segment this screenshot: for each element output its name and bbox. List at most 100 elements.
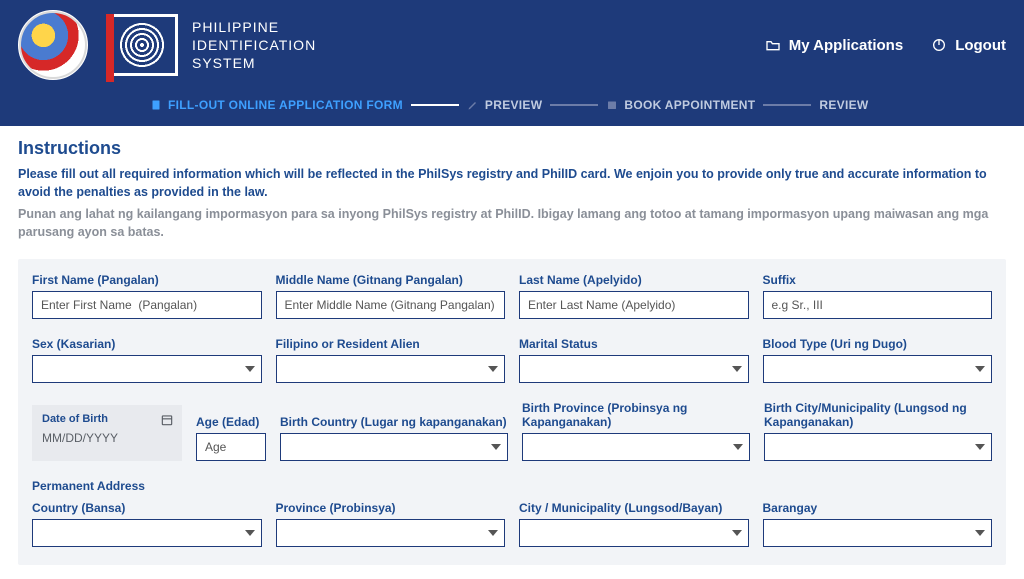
power-icon: [931, 37, 947, 53]
birth-row: Date of Birth MM/DD/YYYY Age (Edad) Birt…: [32, 401, 992, 461]
dob-label: Date of Birth: [42, 413, 172, 425]
province-select[interactable]: [276, 519, 506, 547]
philsys-logo: [106, 14, 178, 76]
step2-label: PREVIEW: [485, 98, 542, 112]
progress-stepper: FILL-OUT ONLINE APPLICATION FORM PREVIEW…: [0, 90, 1024, 126]
last-name-input[interactable]: [519, 291, 749, 319]
dob-input[interactable]: Date of Birth MM/DD/YYYY: [32, 405, 182, 461]
pencil-icon: [467, 99, 479, 111]
province-field: Province (Probinsya): [276, 501, 506, 547]
psa-logo: [18, 10, 88, 80]
suffix-field: Suffix: [763, 273, 993, 319]
chevron-down-icon: [488, 366, 498, 372]
filipino-alien-field: Filipino or Resident Alien: [276, 337, 506, 383]
barangay-field: Barangay: [763, 501, 993, 547]
logout-link[interactable]: Logout: [931, 37, 1006, 54]
step-fillout[interactable]: FILL-OUT ONLINE APPLICATION FORM: [150, 98, 403, 112]
title-line1: PHILIPPINE: [192, 18, 316, 36]
country-select[interactable]: [32, 519, 262, 547]
marital-status-label: Marital Status: [519, 337, 749, 351]
step-book[interactable]: BOOK APPOINTMENT: [606, 98, 755, 112]
province-label: Province (Probinsya): [276, 501, 506, 515]
age-input[interactable]: [196, 433, 266, 461]
application-form: First Name (Pangalan) Middle Name (Gitna…: [18, 259, 1006, 565]
demographics-row: Sex (Kasarian) Filipino or Resident Alie…: [32, 337, 992, 383]
middle-name-input[interactable]: [276, 291, 506, 319]
barangay-label: Barangay: [763, 501, 993, 515]
dob-field: Date of Birth MM/DD/YYYY: [32, 405, 182, 461]
title-line3: SYSTEM: [192, 54, 316, 72]
step-review[interactable]: REVIEW: [819, 98, 868, 112]
middle-name-label: Middle Name (Gitnang Pangalan): [276, 273, 506, 287]
calendar-icon: [160, 413, 174, 432]
first-name-input[interactable]: [32, 291, 262, 319]
dob-value: MM/DD/YYYY: [42, 431, 172, 445]
sex-field: Sex (Kasarian): [32, 337, 262, 383]
sex-select[interactable]: [32, 355, 262, 383]
chevron-down-icon: [732, 530, 742, 536]
chevron-down-icon: [245, 366, 255, 372]
chevron-down-icon: [975, 530, 985, 536]
name-row: First Name (Pangalan) Middle Name (Gitna…: [32, 273, 992, 319]
sex-label: Sex (Kasarian): [32, 337, 262, 351]
marital-status-select[interactable]: [519, 355, 749, 383]
first-name-field: First Name (Pangalan): [32, 273, 262, 319]
filipino-alien-label: Filipino or Resident Alien: [276, 337, 506, 351]
calendar-icon: [606, 99, 618, 111]
step4-label: REVIEW: [819, 98, 868, 112]
country-field: Country (Bansa): [32, 501, 262, 547]
barangay-select[interactable]: [763, 519, 993, 547]
suffix-input[interactable]: [763, 291, 993, 319]
my-applications-label: My Applications: [789, 37, 903, 54]
step-connector: [411, 104, 459, 106]
suffix-label: Suffix: [763, 273, 993, 287]
first-name-label: First Name (Pangalan): [32, 273, 262, 287]
city-label: City / Municipality (Lungsod/Bayan): [519, 501, 749, 515]
chevron-down-icon: [732, 366, 742, 372]
birth-country-select[interactable]: [280, 433, 508, 461]
permanent-address-heading: Permanent Address: [32, 479, 992, 493]
chevron-down-icon: [488, 530, 498, 536]
age-label: Age (Edad): [196, 415, 266, 429]
step-preview[interactable]: PREVIEW: [467, 98, 542, 112]
chevron-down-icon: [975, 444, 985, 450]
app-title: PHILIPPINE IDENTIFICATION SYSTEM: [192, 18, 316, 72]
chevron-down-icon: [491, 444, 501, 450]
instructions-block: Instructions Please fill out all require…: [0, 126, 1024, 251]
marital-status-field: Marital Status: [519, 337, 749, 383]
age-field: Age (Edad): [196, 415, 266, 461]
step1-label: FILL-OUT ONLINE APPLICATION FORM: [168, 98, 403, 112]
city-select[interactable]: [519, 519, 749, 547]
city-field: City / Municipality (Lungsod/Bayan): [519, 501, 749, 547]
middle-name-field: Middle Name (Gitnang Pangalan): [276, 273, 506, 319]
chevron-down-icon: [975, 366, 985, 372]
country-label: Country (Bansa): [32, 501, 262, 515]
blood-type-select[interactable]: [763, 355, 993, 383]
logout-label: Logout: [955, 37, 1006, 54]
last-name-field: Last Name (Apelyido): [519, 273, 749, 319]
birth-province-field: Birth Province (Probinsya ng Kapanganaka…: [522, 401, 750, 461]
birth-city-label: Birth City/Municipality (Lungsod ng Kapa…: [764, 401, 992, 429]
birth-province-label: Birth Province (Probinsya ng Kapanganaka…: [522, 401, 750, 429]
step-connector: [763, 104, 811, 106]
address-row: Country (Bansa) Province (Probinsya) Cit…: [32, 501, 992, 547]
header-right: My Applications Logout: [765, 37, 1006, 54]
step3-label: BOOK APPOINTMENT: [624, 98, 755, 112]
fingerprint-icon: [119, 22, 165, 68]
last-name-label: Last Name (Apelyido): [519, 273, 749, 287]
birth-city-field: Birth City/Municipality (Lungsod ng Kapa…: [764, 401, 992, 461]
chevron-down-icon: [733, 444, 743, 450]
chevron-down-icon: [245, 530, 255, 536]
blood-type-field: Blood Type (Uri ng Dugo): [763, 337, 993, 383]
filipino-alien-select[interactable]: [276, 355, 506, 383]
birth-country-field: Birth Country (Lugar ng kapanganakan): [280, 415, 508, 461]
form-icon: [150, 99, 162, 111]
instructions-english: Please fill out all required information…: [18, 165, 1006, 201]
folder-icon: [765, 37, 781, 53]
birth-country-label: Birth Country (Lugar ng kapanganakan): [280, 415, 508, 429]
instructions-heading: Instructions: [18, 138, 1006, 159]
my-applications-link[interactable]: My Applications: [765, 37, 903, 54]
birth-city-select[interactable]: [764, 433, 992, 461]
blood-type-label: Blood Type (Uri ng Dugo): [763, 337, 993, 351]
birth-province-select[interactable]: [522, 433, 750, 461]
